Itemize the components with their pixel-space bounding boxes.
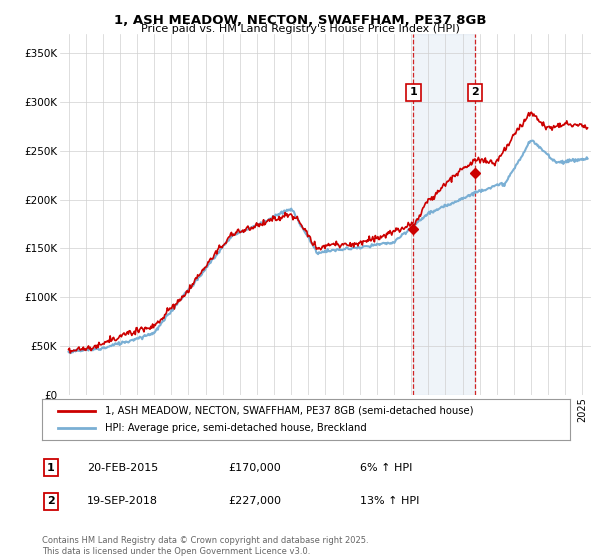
Text: 1: 1: [47, 463, 55, 473]
Text: Contains HM Land Registry data © Crown copyright and database right 2025.
This d: Contains HM Land Registry data © Crown c…: [42, 536, 368, 556]
Text: 13% ↑ HPI: 13% ↑ HPI: [360, 496, 419, 506]
Bar: [413, 34, 475, 395]
Text: Price paid vs. HM Land Registry's House Price Index (HPI): Price paid vs. HM Land Registry's House …: [140, 24, 460, 34]
Text: 1, ASH MEADOW, NECTON, SWAFFHAM, PE37 8GB (semi-detached house): 1, ASH MEADOW, NECTON, SWAFFHAM, PE37 8G…: [106, 405, 474, 416]
Text: 1: 1: [409, 87, 417, 97]
Text: 2: 2: [471, 87, 479, 97]
Text: HPI: Average price, semi-detached house, Breckland: HPI: Average price, semi-detached house,…: [106, 423, 367, 433]
Text: 6% ↑ HPI: 6% ↑ HPI: [360, 463, 412, 473]
Text: 19-SEP-2018: 19-SEP-2018: [87, 496, 158, 506]
Text: 2: 2: [47, 496, 55, 506]
Text: £227,000: £227,000: [228, 496, 281, 506]
Text: 20-FEB-2015: 20-FEB-2015: [87, 463, 158, 473]
Text: £170,000: £170,000: [228, 463, 281, 473]
Text: 1, ASH MEADOW, NECTON, SWAFFHAM, PE37 8GB: 1, ASH MEADOW, NECTON, SWAFFHAM, PE37 8G…: [114, 14, 486, 27]
